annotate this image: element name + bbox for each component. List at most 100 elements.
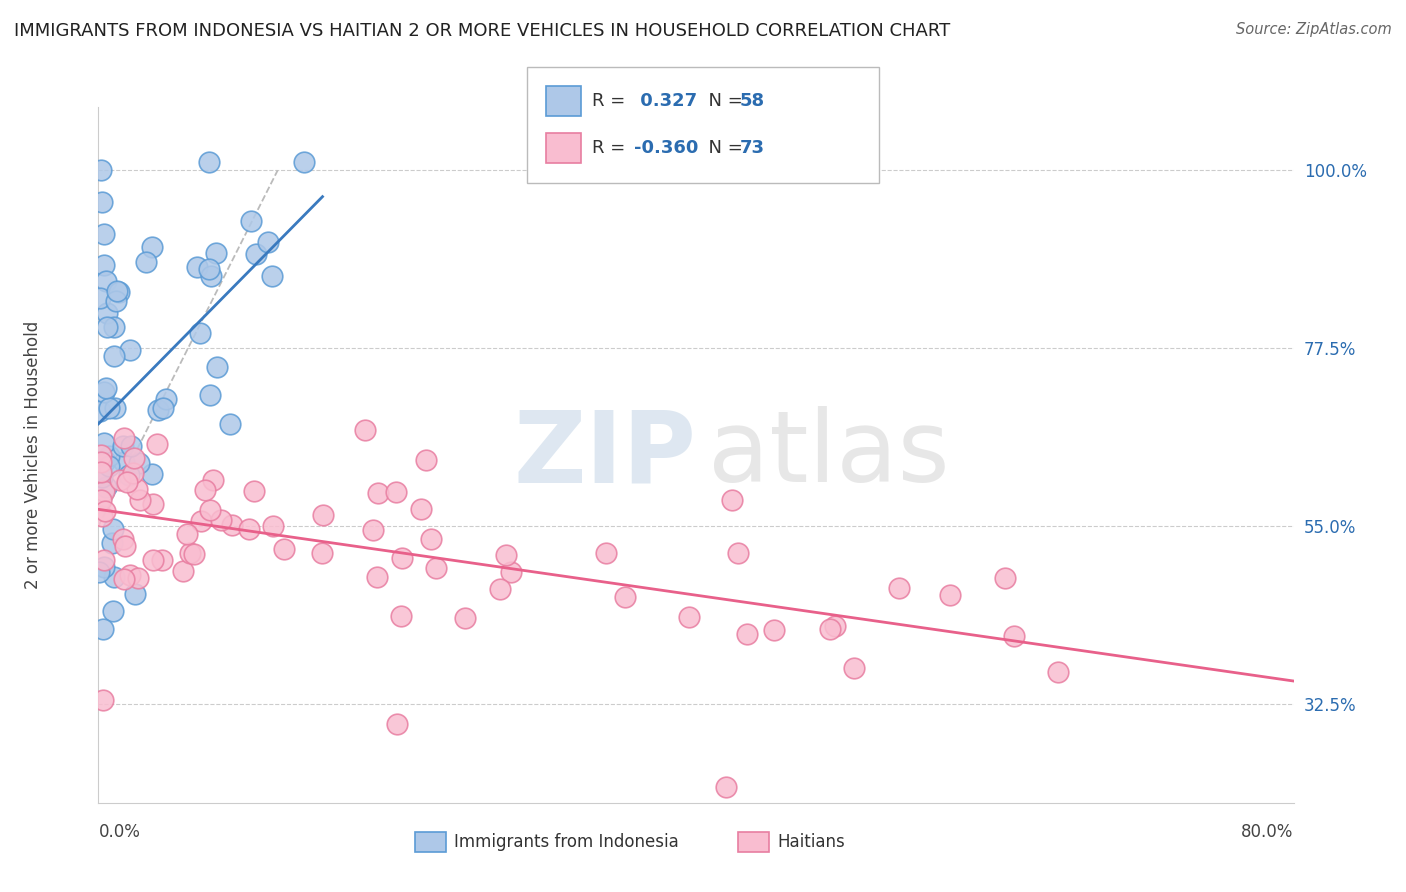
Point	[101, 604, 124, 618]
Point	[678, 610, 700, 624]
Point	[91, 693, 114, 707]
Point	[186, 260, 208, 274]
Point	[155, 392, 177, 406]
Point	[190, 514, 212, 528]
Point	[90, 455, 112, 469]
Point	[211, 513, 233, 527]
Text: 73: 73	[740, 139, 765, 157]
Point	[96, 305, 118, 319]
Point	[389, 609, 412, 624]
Point	[824, 619, 846, 633]
Point	[312, 508, 335, 523]
Point	[120, 439, 142, 453]
Point	[94, 381, 117, 395]
Point	[118, 343, 141, 357]
Point	[98, 449, 121, 463]
Point	[150, 553, 173, 567]
Point	[122, 451, 145, 466]
Text: Immigrants from Indonesia: Immigrants from Indonesia	[454, 833, 679, 851]
Point	[172, 564, 194, 578]
Point	[207, 360, 229, 375]
Point	[117, 468, 139, 483]
Text: N =: N =	[697, 93, 749, 111]
Point	[614, 590, 637, 604]
Point	[262, 519, 284, 533]
Point	[495, 549, 517, 563]
Point	[97, 459, 120, 474]
Point	[141, 240, 163, 254]
Point	[148, 403, 170, 417]
Point	[93, 258, 115, 272]
Point	[129, 492, 152, 507]
Point	[200, 388, 222, 402]
Point	[90, 470, 112, 484]
Point	[176, 527, 198, 541]
Text: IMMIGRANTS FROM INDONESIA VS HAITIAN 2 OR MORE VEHICLES IN HOUSEHOLD CORRELATION: IMMIGRANTS FROM INDONESIA VS HAITIAN 2 O…	[14, 22, 950, 40]
Point	[141, 467, 163, 482]
Point	[90, 163, 112, 178]
Point	[419, 532, 441, 546]
Point	[90, 492, 112, 507]
Point	[90, 465, 112, 479]
Point	[194, 483, 217, 498]
Point	[198, 503, 221, 517]
Point	[257, 235, 280, 249]
Point	[120, 568, 142, 582]
Point	[128, 456, 150, 470]
Point	[104, 401, 127, 415]
Point	[93, 560, 115, 574]
Point	[117, 475, 139, 489]
Point	[110, 473, 132, 487]
Text: 80.0%: 80.0%	[1241, 822, 1294, 840]
Point	[311, 546, 333, 560]
Point	[94, 453, 117, 467]
Point	[93, 385, 115, 400]
Text: 58: 58	[740, 93, 765, 111]
Point	[202, 473, 225, 487]
Point	[489, 582, 512, 596]
Point	[714, 780, 737, 794]
Point	[501, 565, 523, 579]
Point	[188, 326, 211, 341]
Point	[108, 285, 131, 299]
Point	[367, 485, 389, 500]
Point	[112, 455, 135, 469]
Point	[366, 570, 388, 584]
Point	[125, 482, 148, 496]
Point	[91, 194, 114, 209]
Point	[93, 483, 115, 498]
Point	[152, 401, 174, 415]
Text: 2 or more Vehicles in Household: 2 or more Vehicles in Household	[24, 321, 42, 589]
Point	[595, 546, 617, 560]
Point	[243, 484, 266, 499]
Point	[94, 504, 117, 518]
Point	[122, 467, 145, 481]
Point	[889, 581, 911, 595]
Text: -0.360: -0.360	[634, 139, 699, 157]
Point	[107, 284, 129, 298]
Point	[103, 320, 125, 334]
Point	[409, 502, 432, 516]
Point	[221, 517, 243, 532]
Point	[763, 624, 786, 638]
Point	[218, 417, 240, 431]
Point	[96, 319, 118, 334]
Point	[721, 493, 744, 508]
Point	[938, 588, 960, 602]
Point	[112, 431, 135, 445]
Point	[93, 227, 115, 241]
Text: R =: R =	[592, 93, 631, 111]
Point	[112, 572, 135, 586]
Point	[114, 539, 136, 553]
Point	[391, 550, 413, 565]
Point	[89, 565, 111, 579]
Point	[292, 155, 315, 169]
Text: 0.0%: 0.0%	[98, 822, 141, 840]
Text: Source: ZipAtlas.com: Source: ZipAtlas.com	[1236, 22, 1392, 37]
Point	[727, 546, 749, 560]
Point	[1002, 629, 1025, 643]
Text: R =: R =	[592, 139, 631, 157]
Point	[1047, 665, 1070, 680]
Point	[273, 541, 295, 556]
Point	[245, 246, 267, 260]
